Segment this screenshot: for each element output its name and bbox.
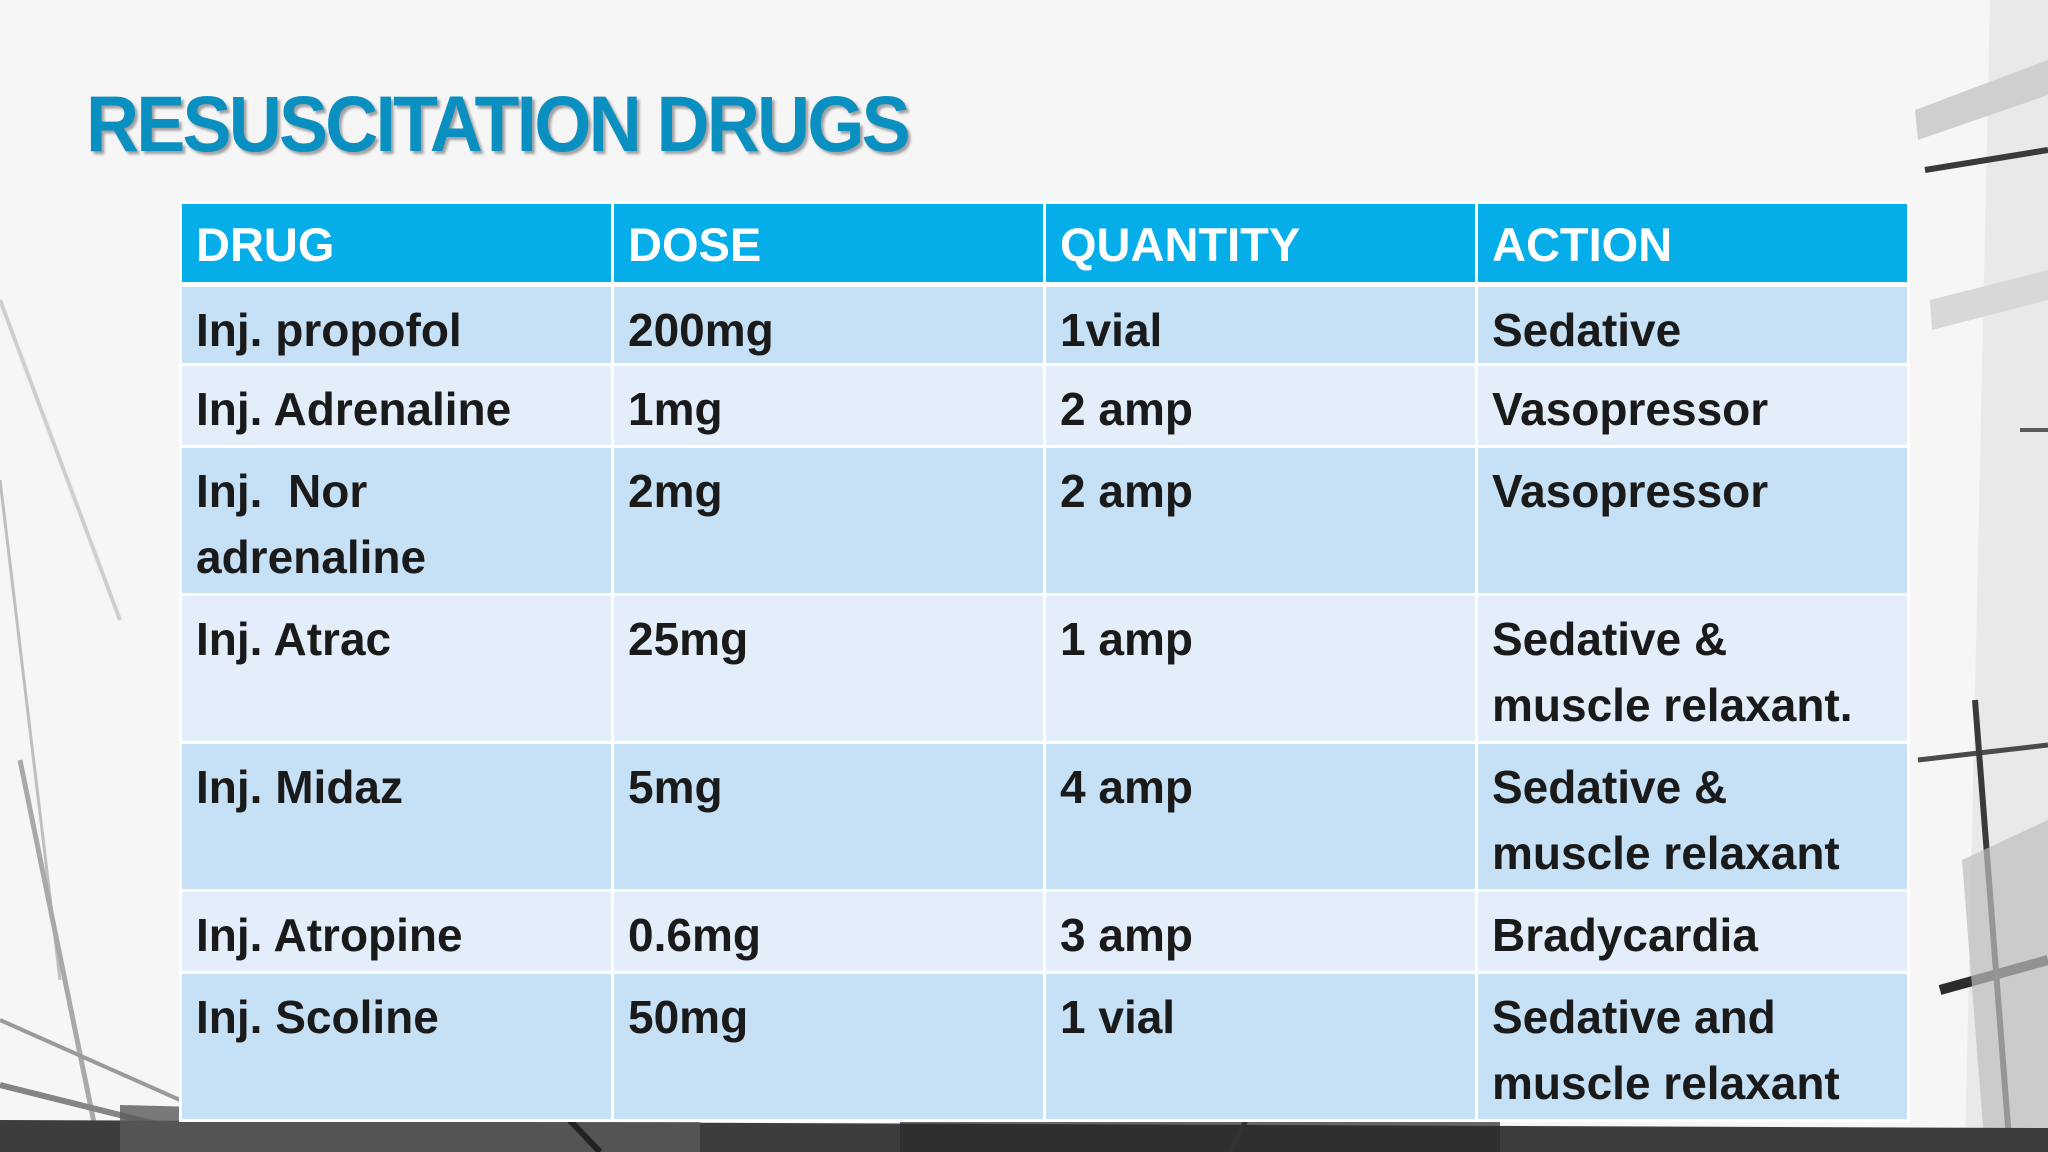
header-quantity: QUANTITY [1043,201,1478,287]
cell-drug: Inj. Nor adrenaline [179,445,614,596]
cell-action: Vasopressor [1475,445,1910,596]
cell-dose: 2mg [611,445,1046,596]
header-drug: DRUG [179,201,614,287]
cell-quantity: 2 amp [1043,363,1478,448]
cell-dose: 0.6mg [611,889,1046,974]
cell-dose: 50mg [611,971,1046,1122]
cell-action: Sedative [1475,283,1910,366]
cell-drug: Inj. Adrenaline [179,363,614,448]
cell-quantity: 1vial [1043,283,1478,366]
cell-action: Sedative and muscle relaxant [1475,971,1910,1122]
cell-quantity: 4 amp [1043,741,1478,892]
table-row: Inj. Midaz 5mg 4 amp Sedative & muscle r… [179,741,1910,892]
table-header-row: DRUG DOSE QUANTITY ACTION [179,201,1910,287]
cell-dose: 200mg [611,283,1046,366]
resuscitation-drugs-table: DRUG DOSE QUANTITY ACTION Inj. propofol … [179,201,1910,1122]
cell-drug: Inj. Atropine [179,889,614,974]
cell-drug: Inj. Midaz [179,741,614,892]
cell-dose: 25mg [611,593,1046,744]
cell-quantity: 1 amp [1043,593,1478,744]
cell-quantity: 1 vial [1043,971,1478,1122]
table-row: Inj. Atrac 25mg 1 amp Sedative & muscle … [179,593,1910,744]
cell-action: Bradycardia [1475,889,1910,974]
table-row: Inj. Nor adrenaline 2mg 2 amp Vasopresso… [179,445,1910,596]
table-row: Inj. Atropine 0.6mg 3 amp Bradycardia [179,889,1910,974]
cell-action: Sedative & muscle relaxant. [1475,593,1910,744]
table-row: Inj. Adrenaline 1mg 2 amp Vasopressor [179,363,1910,448]
table-row: Inj. Scoline 50mg 1 vial Sedative and mu… [179,971,1910,1122]
table-row: Inj. propofol 200mg 1vial Sedative [179,283,1910,366]
cell-drug: Inj. Atrac [179,593,614,744]
cell-drug: Inj. Scoline [179,971,614,1122]
header-dose: DOSE [611,201,1046,287]
cell-drug: Inj. propofol [179,283,614,366]
cell-dose: 1mg [611,363,1046,448]
cell-dose: 5mg [611,741,1046,892]
cell-quantity: 3 amp [1043,889,1478,974]
cell-action: Vasopressor [1475,363,1910,448]
slide-title: RESUSCITATION DRUGS [86,79,911,168]
header-action: ACTION [1475,201,1910,287]
cell-quantity: 2 amp [1043,445,1478,596]
cell-action: Sedative & muscle relaxant [1475,741,1910,892]
